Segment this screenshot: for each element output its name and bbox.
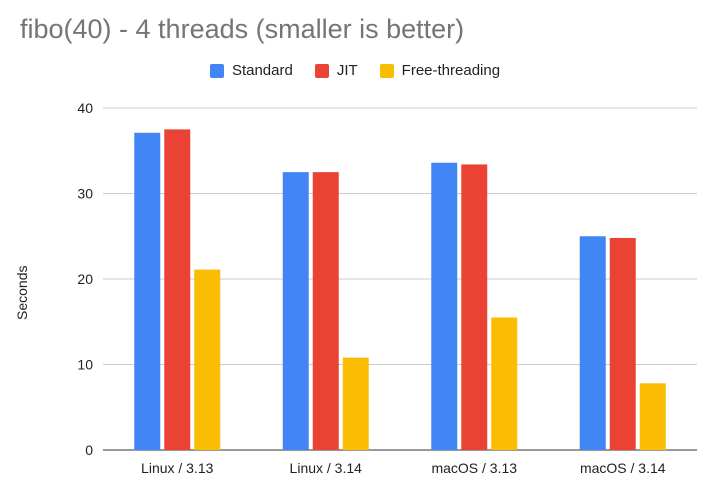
legend-label-standard: Standard (231, 62, 293, 79)
x-tick-label: Linux / 3.13 (141, 460, 214, 476)
bar-jit[interactable] (609, 237, 636, 450)
y-tick-label: 40 (77, 100, 93, 116)
bar-free-threading[interactable] (194, 269, 221, 450)
bar-standard[interactable] (282, 172, 309, 450)
x-tick-label: macOS / 3.13 (431, 460, 517, 476)
chart-title: fibo(40) - 4 threads (smaller is better) (20, 14, 465, 44)
bar-free-threading[interactable] (491, 317, 518, 450)
bar-standard[interactable] (431, 162, 458, 450)
legend-item-free-threading[interactable]: Free-threading (379, 62, 501, 79)
y-tick-label: 30 (77, 186, 93, 202)
bar-jit[interactable] (461, 164, 488, 450)
bar-free-threading[interactable] (342, 357, 369, 450)
bar-jit[interactable] (312, 172, 339, 450)
y-tick-label: 0 (85, 442, 93, 458)
bar-jit[interactable] (164, 129, 191, 450)
legend-swatch-free-threading (379, 63, 394, 78)
y-tick-label: 10 (77, 357, 93, 373)
legend-item-standard[interactable]: Standard (209, 62, 293, 79)
legend-label-free-threading: Free-threading (401, 62, 501, 79)
legend-swatch-standard (209, 63, 224, 78)
bar-free-threading[interactable] (639, 383, 666, 450)
y-tick-label: 20 (77, 271, 93, 287)
legend-item-jit[interactable]: JIT (314, 62, 358, 79)
x-tick-label: macOS / 3.14 (580, 460, 666, 476)
legend-label-jit: JIT (336, 62, 358, 79)
bar-standard[interactable] (579, 236, 606, 450)
x-tick-label: Linux / 3.14 (290, 460, 363, 476)
legend-swatch-jit (314, 63, 329, 78)
bar-standard[interactable] (134, 132, 161, 451)
legend: Standard JIT Free-threading (0, 62, 710, 79)
